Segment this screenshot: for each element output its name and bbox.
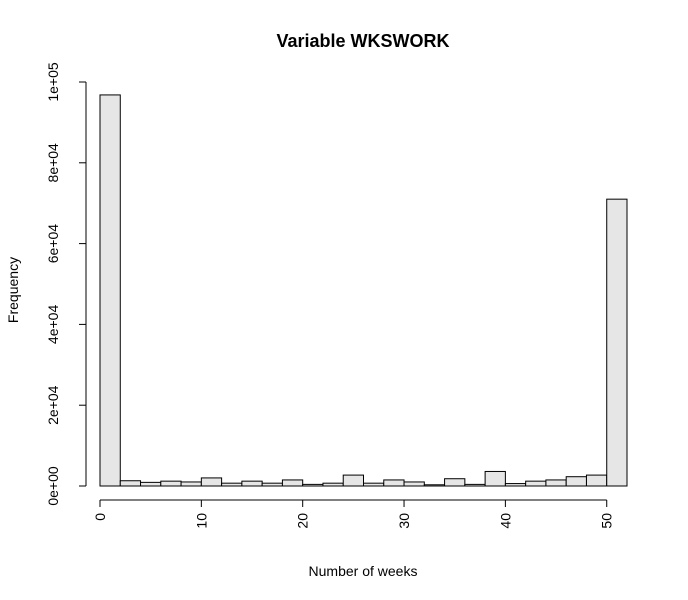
histogram-bar <box>200 477 223 487</box>
histogram-bar <box>484 470 506 487</box>
y-axis-label: Frequency <box>5 257 21 323</box>
y-tick-label: 0e+00 <box>45 466 61 506</box>
histogram-bar <box>464 483 486 487</box>
histogram-bar <box>383 479 405 487</box>
histogram-bar <box>302 483 324 487</box>
x-tick-label: 30 <box>396 513 412 529</box>
y-tick-label: 1e+05 <box>45 62 61 102</box>
histogram-bar <box>261 482 283 487</box>
x-tick-label: 0 <box>92 513 108 521</box>
x-axis-label: Number of weeks <box>309 563 418 579</box>
histogram-bar <box>423 484 446 487</box>
histogram-bar <box>606 198 628 487</box>
histogram-bar <box>545 479 567 487</box>
y-tick-label: 8e+04 <box>45 143 61 183</box>
y-axis: 0e+00 2e+04 4e+04 6e+04 8e+04 1e+05 <box>45 62 87 506</box>
x-axis: 0 10 20 30 40 50 <box>92 499 615 529</box>
x-tick-label: 10 <box>193 513 209 529</box>
histogram-bar <box>140 481 162 487</box>
histogram-bar <box>342 474 365 487</box>
histogram-bar <box>99 94 121 487</box>
histogram-bar <box>565 476 587 487</box>
histogram-bar <box>119 480 142 487</box>
histogram-bar <box>221 482 243 487</box>
histogram-bar <box>525 480 547 487</box>
histogram-bar <box>160 480 182 487</box>
histogram-bar <box>585 474 608 487</box>
histogram-bar <box>281 479 304 487</box>
y-tick-label: 2e+04 <box>45 385 61 425</box>
x-tick-label: 40 <box>497 513 513 529</box>
histogram-bar <box>504 483 527 487</box>
x-tick-label: 50 <box>599 513 615 529</box>
y-tick-label: 6e+04 <box>45 224 61 264</box>
histogram-bar <box>180 481 202 487</box>
histogram-bar <box>403 481 425 487</box>
bars-group <box>99 94 628 487</box>
histogram-bar <box>363 482 385 487</box>
histogram-bar <box>241 480 263 487</box>
histogram-bar <box>322 482 344 487</box>
x-tick-label: 20 <box>295 513 311 529</box>
chart-title: Variable WKSWORK <box>276 31 449 51</box>
histogram-bar <box>444 478 466 487</box>
y-tick-label: 4e+04 <box>45 305 61 345</box>
